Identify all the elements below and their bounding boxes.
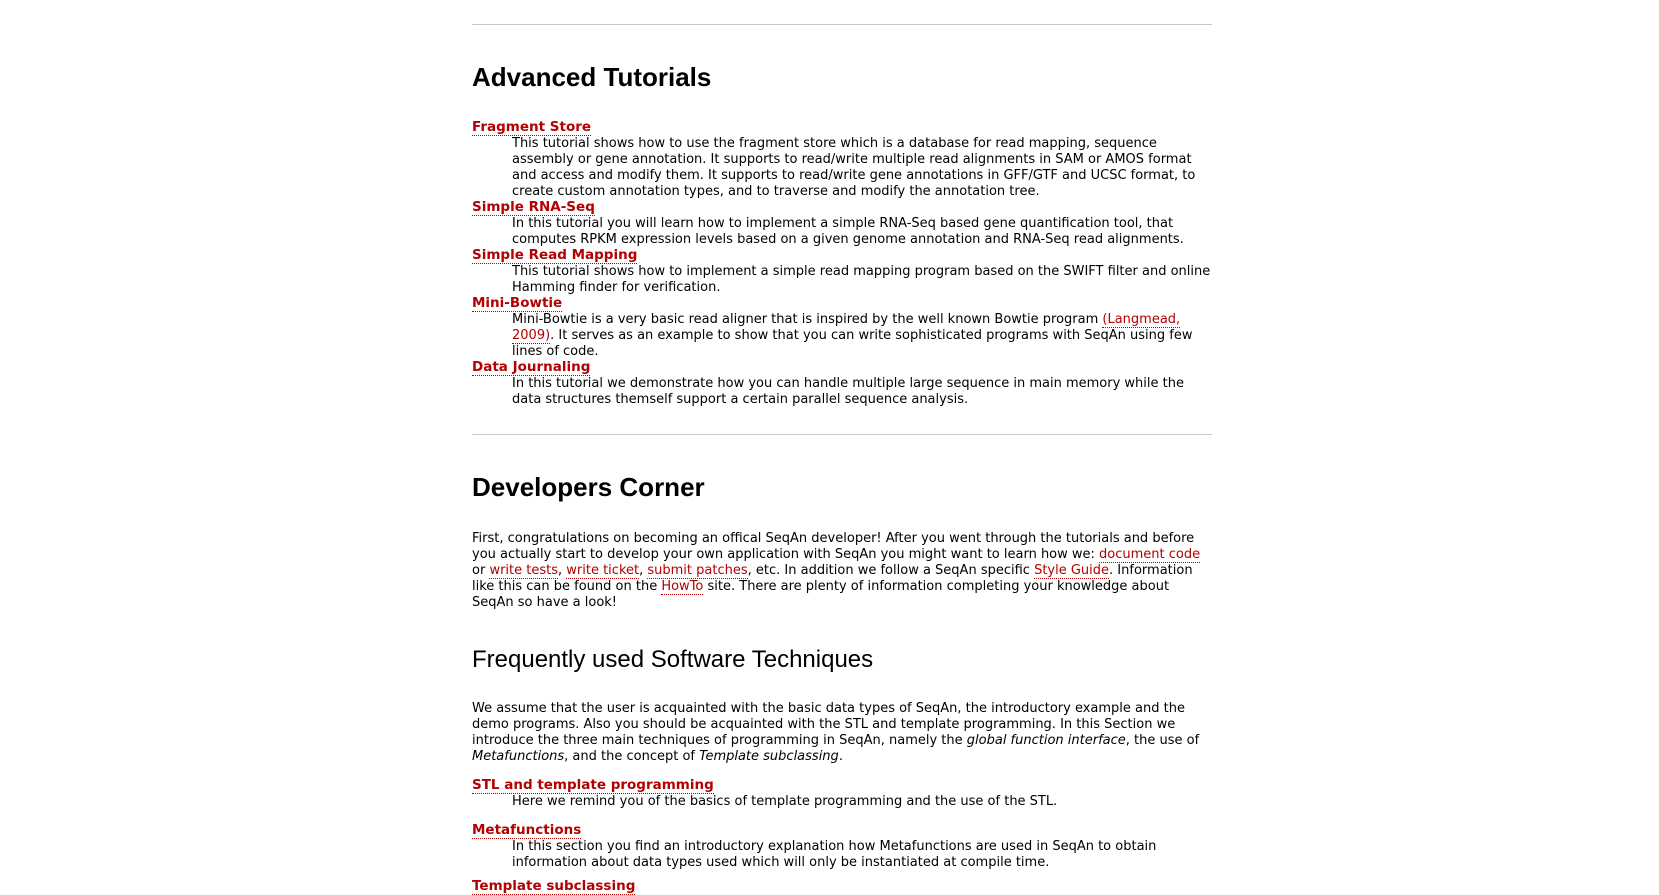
techniques-intro-text-1: We assume that the user is acquainted wi… (472, 701, 1185, 748)
techniques-intro-em-3: Template subclassing (699, 749, 839, 764)
developers-sep-comma-1: , (558, 563, 567, 578)
techniques-intro-em-2: Metafunctions (472, 749, 565, 764)
link-write-ticket[interactable]: write ticket (566, 563, 640, 579)
stl-template-programming-description: Here we remind you of the basics of temp… (512, 794, 1058, 809)
software-techniques-heading: Frequently used Software Techniques (472, 646, 874, 673)
link-document-code[interactable]: document code (1099, 547, 1201, 563)
techniques-intro-text-2: , the use of (1125, 733, 1200, 748)
link-fragment-store[interactable]: Fragment Store (472, 119, 592, 136)
link-simple-read-mapping[interactable]: Simple Read Mapping (472, 247, 638, 264)
developers-text-3: . Information like this can be found on … (472, 563, 1193, 594)
developers-sep-comma-2: , (639, 563, 648, 578)
developers-text-1: First, congratulations on becoming an of… (472, 531, 1195, 562)
mini-bowtie-desc-before: Mini-Bowtie is a very basic read aligner… (512, 312, 1103, 327)
simple-read-mapping-description: This tutorial shows how to implement a s… (512, 264, 1211, 295)
link-metafunctions[interactable]: Metafunctions (472, 822, 582, 839)
link-write-tests[interactable]: write tests (489, 563, 558, 579)
link-style-guide[interactable]: Style Guide (1034, 563, 1110, 579)
link-mini-bowtie[interactable]: Mini-Bowtie (472, 295, 563, 312)
techniques-intro-text-4: . (838, 749, 843, 764)
developers-text-4: site. There are plenty of information co… (472, 579, 1170, 610)
data-journaling-description: In this tutorial we demonstrate how you … (512, 376, 1184, 407)
mini-bowtie-description: Mini-Bowtie is a very basic read aligner… (512, 312, 1212, 360)
link-data-journaling[interactable]: Data Journaling (472, 359, 591, 376)
link-submit-patches[interactable]: submit patches (647, 563, 748, 579)
advanced-tutorials-heading: Advanced Tutorials (472, 62, 712, 92)
top-divider (472, 24, 1212, 25)
techniques-intro-em-1: global function interface (966, 733, 1126, 748)
mini-bowtie-desc-after: . It serves as an example to show that y… (512, 328, 1193, 359)
link-template-subclassing[interactable]: Template subclassing (472, 878, 636, 895)
developers-corner-heading: Developers Corner (472, 472, 705, 502)
techniques-intro-text-3: , and the concept of (564, 749, 700, 764)
developers-text-2: , etc. In addition we follow a SeqAn spe… (747, 563, 1035, 578)
simple-rna-seq-description: In this tutorial you will learn how to i… (512, 216, 1184, 247)
developers-sep-or: or (472, 563, 490, 578)
fragment-store-description: This tutorial shows how to use the fragm… (512, 136, 1196, 199)
link-langmead-2009[interactable]: (Langmead, 2009) (512, 312, 1181, 344)
developers-paragraph: First, congratulations on becoming an of… (472, 531, 1212, 611)
techniques-intro: We assume that the user is acquainted wi… (472, 701, 1212, 765)
section-divider (472, 434, 1212, 435)
link-howto[interactable]: HowTo (661, 579, 704, 595)
link-stl-template-programming[interactable]: STL and template programming (472, 777, 714, 794)
link-simple-rna-seq[interactable]: Simple RNA-Seq (472, 199, 595, 216)
metafunctions-description: In this section you find an introductory… (512, 839, 1157, 870)
